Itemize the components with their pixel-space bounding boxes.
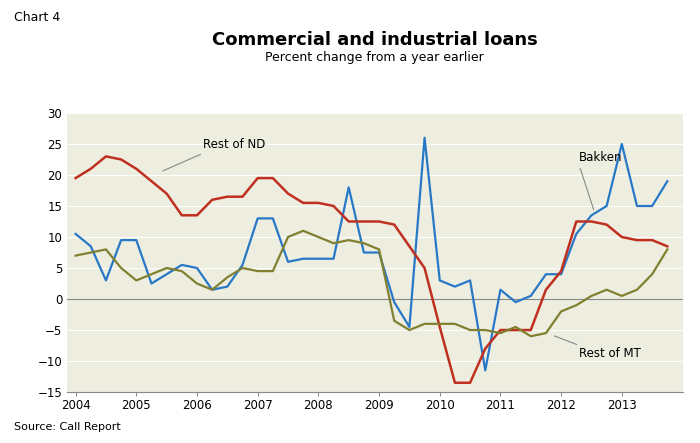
Text: Bakken: Bakken xyxy=(580,151,623,164)
Text: Chart 4: Chart 4 xyxy=(14,11,60,24)
Text: Rest of ND: Rest of ND xyxy=(203,138,265,152)
Text: Rest of MT: Rest of MT xyxy=(580,347,641,361)
Text: Source: Call Report: Source: Call Report xyxy=(14,422,120,432)
Text: Commercial and industrial loans: Commercial and industrial loans xyxy=(211,31,538,49)
Text: Percent change from a year earlier: Percent change from a year earlier xyxy=(265,51,484,64)
